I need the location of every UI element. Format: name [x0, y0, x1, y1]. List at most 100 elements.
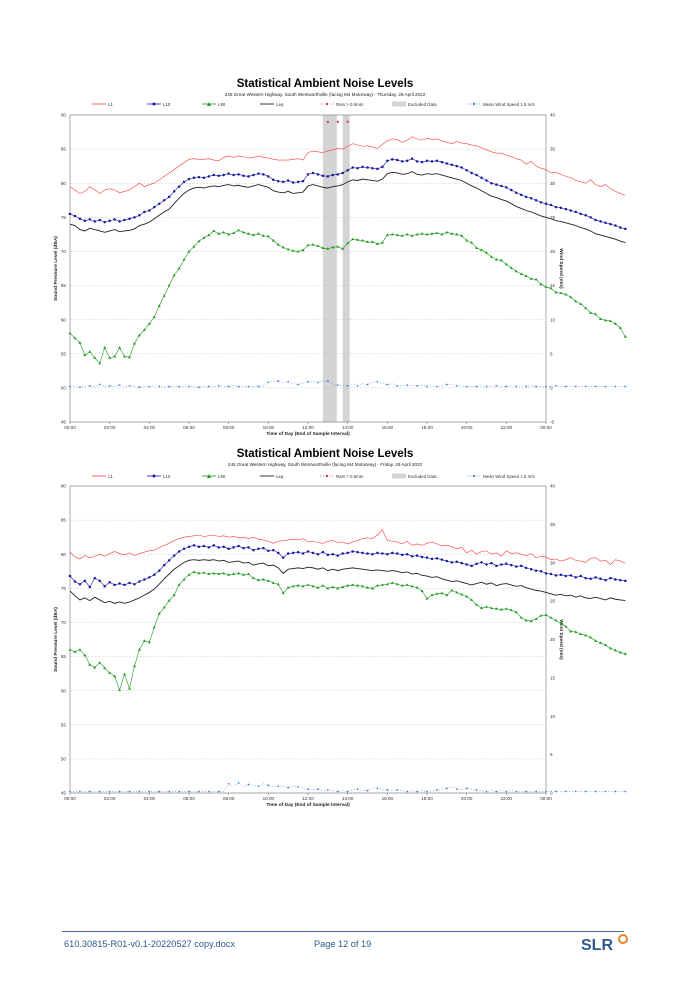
point-l10	[510, 188, 513, 192]
point-l10	[267, 549, 270, 553]
point-wind	[237, 385, 240, 388]
point-l90	[395, 582, 399, 586]
point-l10	[440, 160, 444, 164]
point-l90	[480, 606, 484, 610]
point-l10	[187, 545, 191, 548]
point-l10	[564, 207, 568, 211]
point-l10	[356, 550, 359, 554]
point-l10	[118, 220, 121, 223]
point-l10	[480, 561, 483, 564]
point-l10	[604, 578, 607, 582]
point-l90	[385, 582, 389, 586]
point-l90	[162, 294, 166, 297]
point-l10	[138, 214, 141, 217]
svg-text:SLR: SLR	[581, 937, 613, 954]
point-wind	[356, 788, 359, 791]
point-l10	[624, 227, 627, 231]
point-wind	[376, 787, 379, 790]
y2-axis-label: Wind Speed (m/s)	[558, 619, 564, 660]
point-wind	[535, 790, 537, 793]
point-wind	[346, 790, 349, 793]
legend-rain: Rain > 0.5mm	[320, 472, 363, 480]
point-l10	[93, 220, 97, 223]
point-l10	[396, 552, 399, 555]
point-l10	[475, 562, 478, 566]
point-l90	[212, 571, 216, 575]
point-l90	[534, 617, 538, 621]
point-l10	[172, 554, 176, 557]
legend-rain: Rain > 0.5mm	[320, 100, 363, 108]
point-l10	[202, 176, 206, 180]
point-l10	[311, 171, 315, 175]
point-wind	[148, 385, 151, 388]
point-l90	[470, 598, 474, 601]
point-wind	[505, 790, 508, 793]
point-l90	[237, 228, 241, 232]
x-tick-label: 20:00	[461, 796, 473, 801]
point-l90	[395, 233, 399, 237]
point-wind	[267, 381, 270, 384]
y2-tick-label: 0	[550, 791, 553, 796]
point-wind	[485, 790, 488, 793]
point-l10	[217, 174, 220, 177]
point-l10	[386, 159, 389, 162]
point-l90	[420, 589, 424, 593]
series-line-l10	[69, 545, 626, 588]
point-l10	[306, 550, 310, 553]
point-wind	[98, 383, 101, 386]
point-l90	[519, 616, 523, 619]
point-wind	[138, 790, 141, 793]
point-l90	[415, 232, 419, 236]
point-wind	[217, 790, 220, 793]
point-l90	[400, 584, 404, 587]
point-l90	[499, 607, 503, 611]
point-l90	[212, 229, 216, 232]
point-l10	[529, 196, 533, 200]
point-l10	[167, 559, 171, 562]
point-l10	[584, 214, 587, 217]
legend-wind: Mean Wind Speed 1.5 m/s	[467, 100, 535, 108]
point-l90	[618, 326, 622, 329]
point-l90	[475, 246, 479, 250]
point-l10	[286, 179, 290, 182]
point-l90	[251, 233, 255, 237]
point-l10	[133, 216, 136, 219]
point-l10	[371, 166, 374, 170]
point-l90	[390, 581, 394, 584]
point-l10	[594, 218, 597, 222]
point-l10	[594, 576, 597, 579]
y2-tick-label: 40	[550, 484, 556, 489]
point-l90	[88, 663, 92, 666]
point-l10	[83, 219, 87, 222]
point-l90	[514, 269, 518, 273]
point-l10	[311, 551, 315, 555]
point-l90	[132, 341, 136, 345]
y-tick-label: 50	[61, 756, 67, 761]
y-tick-label: 65	[61, 654, 67, 659]
rain-marker	[336, 120, 339, 123]
point-l90	[549, 286, 553, 290]
point-wind	[69, 790, 71, 793]
point-wind	[495, 790, 498, 793]
point-l10	[326, 175, 330, 178]
point-l90	[430, 232, 434, 235]
point-l90	[103, 666, 107, 670]
point-l10	[187, 177, 191, 181]
point-wind	[118, 384, 121, 387]
x-tick-label: 06:00	[183, 425, 195, 430]
point-wind	[445, 787, 448, 790]
point-l90	[599, 641, 603, 644]
x-tick-label: 00:00	[64, 796, 76, 801]
point-l10	[554, 574, 558, 577]
point-l10	[172, 190, 176, 193]
y2-tick-label: 30	[550, 560, 556, 565]
point-wind	[584, 790, 587, 793]
point-l90	[584, 633, 588, 637]
y-tick-label: 45	[61, 791, 67, 796]
point-l10	[371, 552, 374, 556]
point-wind	[227, 782, 230, 785]
legend-l1-label: L1	[108, 101, 113, 107]
footer-page-number: Page 12 of 19	[314, 939, 372, 949]
footer-document-name: 610.30815-R01-v0.1-20220527 copy.docx	[64, 939, 235, 949]
point-l90	[554, 618, 558, 622]
